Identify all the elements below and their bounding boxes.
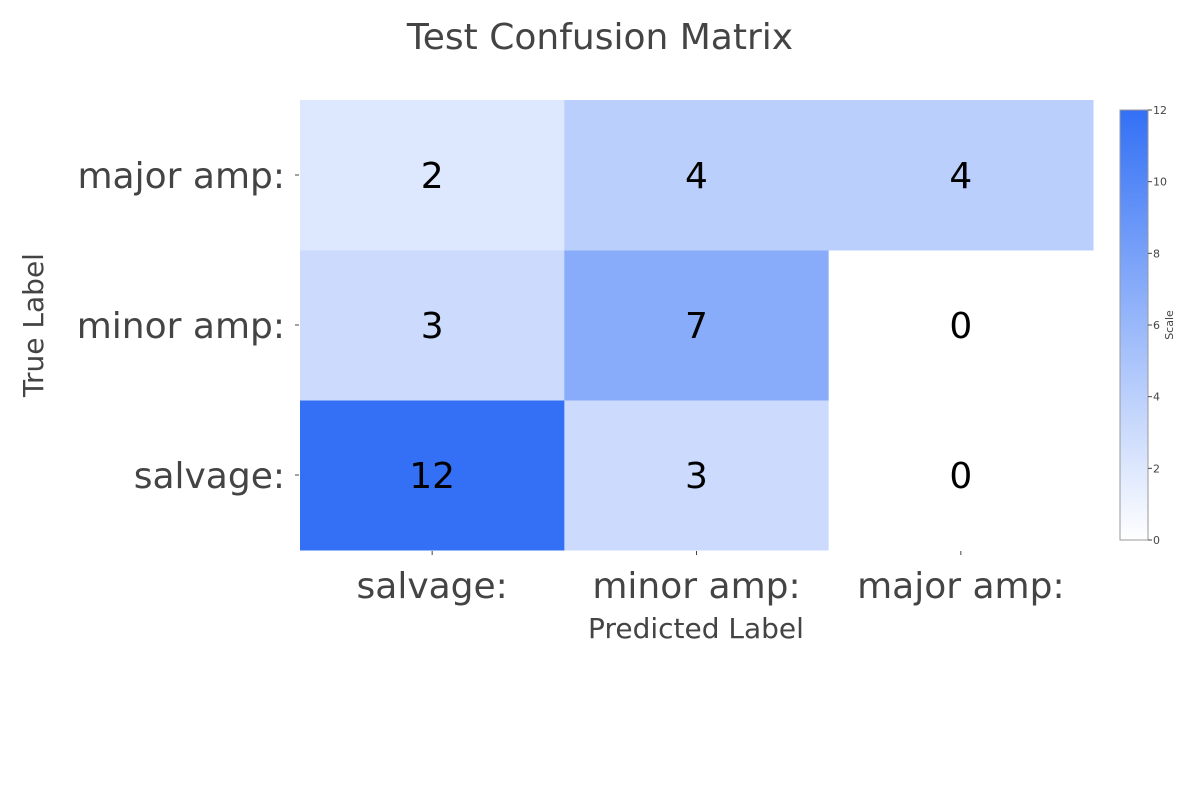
cell-value-label: 2 — [421, 156, 444, 197]
x-tick-label: salvage: — [357, 566, 508, 607]
colorbar: 0 2 4 6 8 10 12 Scale — [1119, 104, 1176, 547]
heatmap-cell — [564, 400, 830, 551]
y-tick-label: minor amp: — [77, 306, 285, 347]
y-tick-label: major amp: — [77, 156, 285, 197]
heatmap-cell — [828, 100, 1094, 251]
y-axis: salvage: minor amp: major amp: — [77, 156, 299, 497]
heatmap-cell — [300, 250, 565, 401]
colorbar-tick-label: 12 — [1153, 104, 1167, 117]
heatmap-cell — [564, 250, 830, 401]
heatmap-cells — [300, 100, 1094, 551]
x-axis-title: Predicted Label — [588, 612, 804, 645]
colorbar-tick-label: 6 — [1153, 319, 1160, 332]
heatmap-cell — [828, 400, 1094, 551]
cell-value-label: 7 — [685, 306, 708, 347]
colorbar-title: Scale — [1163, 310, 1176, 340]
cell-value-label: 0 — [949, 306, 972, 347]
x-tick-label: minor amp: — [592, 566, 800, 607]
heatmap-cell — [300, 400, 565, 551]
colorbar-tick-label: 4 — [1153, 391, 1160, 404]
y-tick-label: salvage: — [134, 456, 285, 497]
cell-value-label: 4 — [685, 156, 708, 197]
cell-value-label: 0 — [949, 456, 972, 497]
chart-title: Test Confusion Matrix — [406, 17, 793, 58]
heatmap-cell — [564, 100, 830, 251]
heatmap-cell — [828, 250, 1094, 401]
heatmap-cell — [300, 100, 565, 251]
cell-value-label: 12 — [409, 456, 455, 497]
cell-value-label: 4 — [949, 156, 972, 197]
colorbar-tick-label: 8 — [1153, 247, 1160, 260]
cell-value-label: 3 — [685, 456, 708, 497]
x-axis: salvage: minor amp: major amp: — [357, 551, 1065, 607]
colorbar-ticks: 0 2 4 6 8 10 12 — [1148, 104, 1167, 547]
colorbar-tick-label: 0 — [1153, 534, 1160, 547]
colorbar-gradient — [1119, 109, 1149, 541]
y-axis-title: True Label — [17, 253, 50, 398]
x-tick-label: major amp: — [857, 566, 1065, 607]
colorbar-tick-label: 10 — [1153, 176, 1167, 189]
colorbar-tick-label: 2 — [1153, 462, 1160, 475]
cell-value-label: 3 — [421, 306, 444, 347]
heatmap-cell-labels: 12 3 0 3 7 0 2 4 4 — [409, 156, 972, 497]
